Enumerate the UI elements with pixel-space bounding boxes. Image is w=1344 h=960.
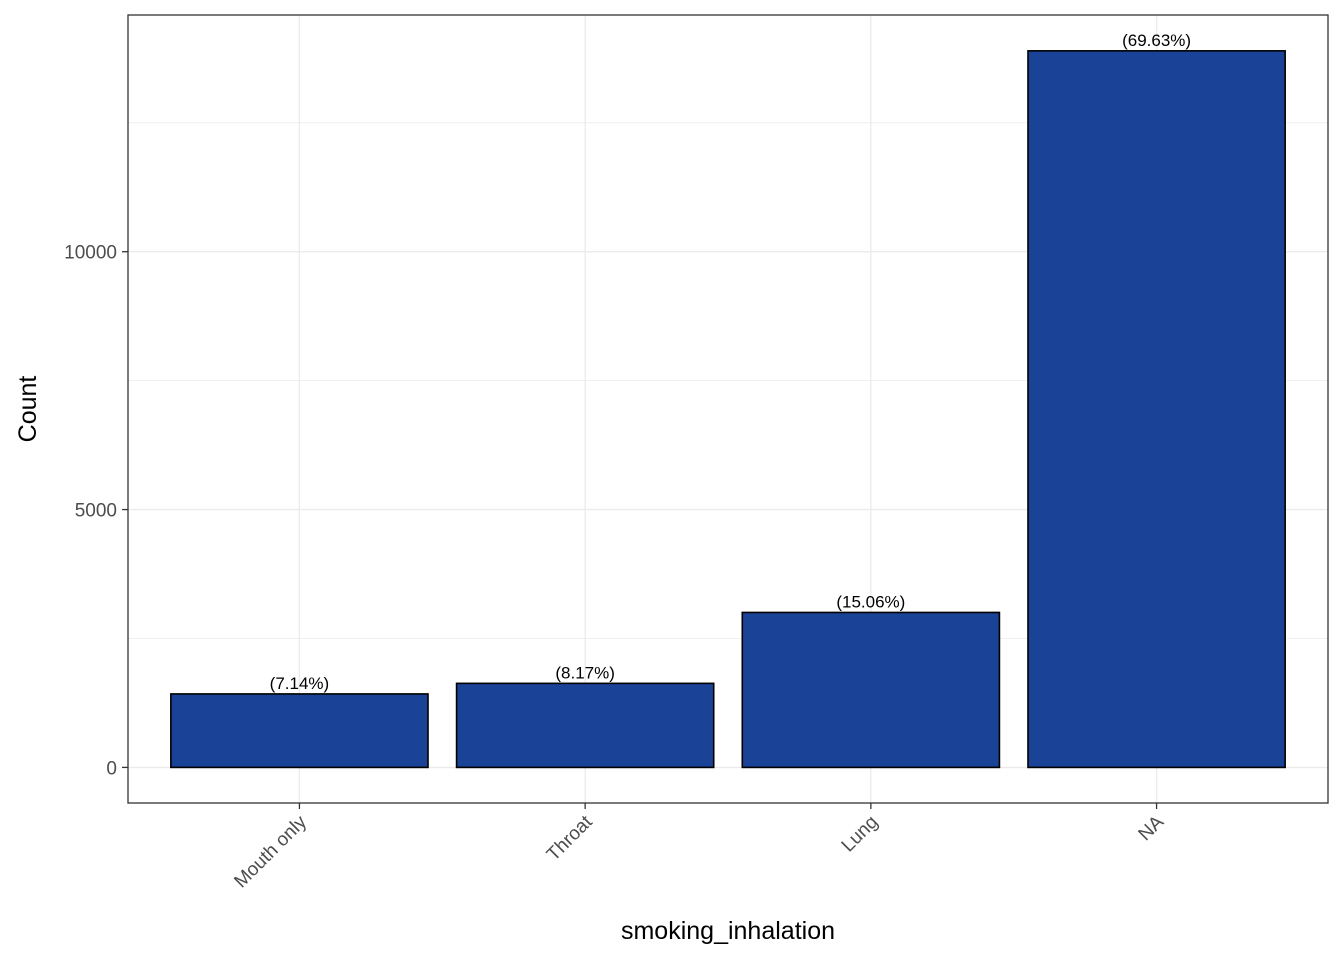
- bar-data-labels: (7.14%) (8.17%) (15.06%) (69.63%): [270, 31, 1191, 693]
- bars: [170, 50, 1286, 769]
- bar: [170, 693, 429, 769]
- y-axis-title: Count: [14, 376, 42, 443]
- panel-border: [127, 14, 1329, 804]
- bar-data-label: (69.63%): [1122, 31, 1191, 50]
- bar-data-label: (7.14%): [270, 674, 330, 693]
- bar: [455, 682, 715, 769]
- y-tick-label: 0: [106, 758, 117, 779]
- x-axis-title: smoking_inhalation: [621, 917, 835, 945]
- bar: [1027, 50, 1286, 769]
- bar: [741, 611, 1001, 769]
- bar-data-label: (15.06%): [836, 592, 905, 611]
- y-tick-label: 5000: [75, 501, 117, 522]
- y-axis-ticks: 0 5000 10000: [64, 243, 128, 779]
- bar-data-label: (8.17%): [555, 663, 615, 682]
- y-tick-label: 10000: [64, 243, 117, 264]
